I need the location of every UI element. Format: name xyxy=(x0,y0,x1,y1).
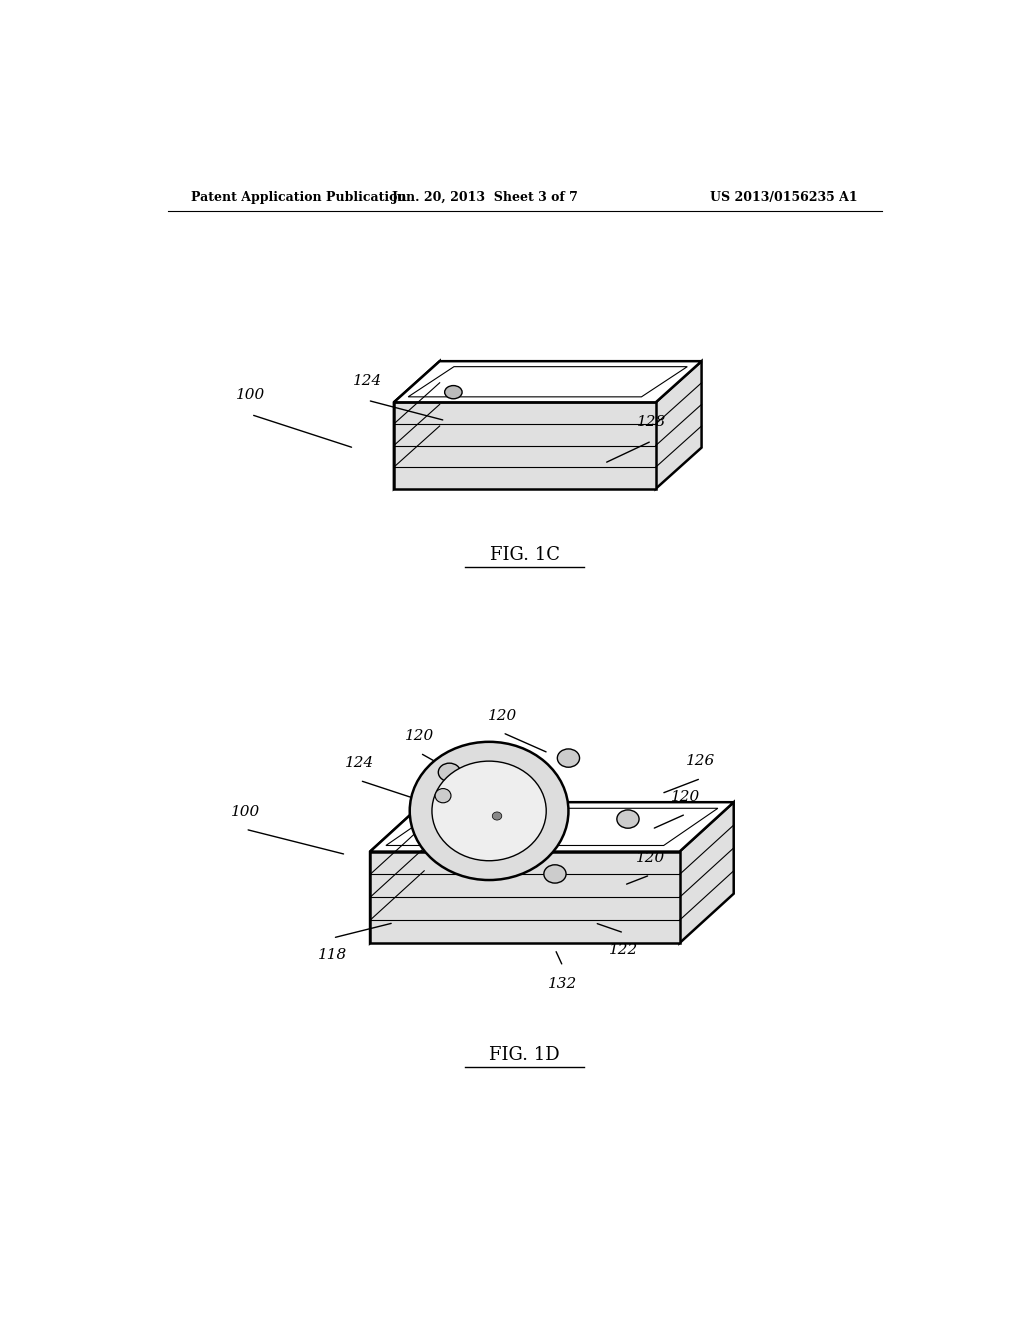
Text: 120: 120 xyxy=(406,729,434,743)
Ellipse shape xyxy=(493,812,502,820)
Polygon shape xyxy=(370,803,424,942)
Ellipse shape xyxy=(438,763,461,781)
Polygon shape xyxy=(394,362,439,488)
Text: 132: 132 xyxy=(548,977,578,990)
Text: 120: 120 xyxy=(636,851,665,865)
Text: 124: 124 xyxy=(353,374,382,388)
Text: Patent Application Publication: Patent Application Publication xyxy=(191,190,407,203)
Text: FIG. 1C: FIG. 1C xyxy=(489,545,560,564)
Ellipse shape xyxy=(410,742,568,880)
Text: 126: 126 xyxy=(686,754,716,768)
Polygon shape xyxy=(680,803,734,942)
Text: FIG. 1D: FIG. 1D xyxy=(489,1045,560,1064)
Ellipse shape xyxy=(544,865,566,883)
Text: 122: 122 xyxy=(609,942,639,957)
Ellipse shape xyxy=(557,748,580,767)
Text: 128: 128 xyxy=(637,414,667,429)
Text: 124: 124 xyxy=(345,756,375,771)
Text: 100: 100 xyxy=(230,805,260,818)
Ellipse shape xyxy=(435,788,451,803)
Text: Jun. 20, 2013  Sheet 3 of 7: Jun. 20, 2013 Sheet 3 of 7 xyxy=(392,190,579,203)
Text: 118: 118 xyxy=(318,948,347,962)
Polygon shape xyxy=(370,803,734,851)
Polygon shape xyxy=(370,851,680,942)
Ellipse shape xyxy=(444,385,462,399)
Polygon shape xyxy=(394,403,655,488)
Text: 120: 120 xyxy=(672,789,700,804)
Ellipse shape xyxy=(432,762,546,861)
Polygon shape xyxy=(655,362,701,488)
Text: US 2013/0156235 A1: US 2013/0156235 A1 xyxy=(711,190,858,203)
Polygon shape xyxy=(394,362,701,403)
Text: 120: 120 xyxy=(488,709,517,722)
Ellipse shape xyxy=(616,810,639,828)
Text: 100: 100 xyxy=(237,388,265,403)
